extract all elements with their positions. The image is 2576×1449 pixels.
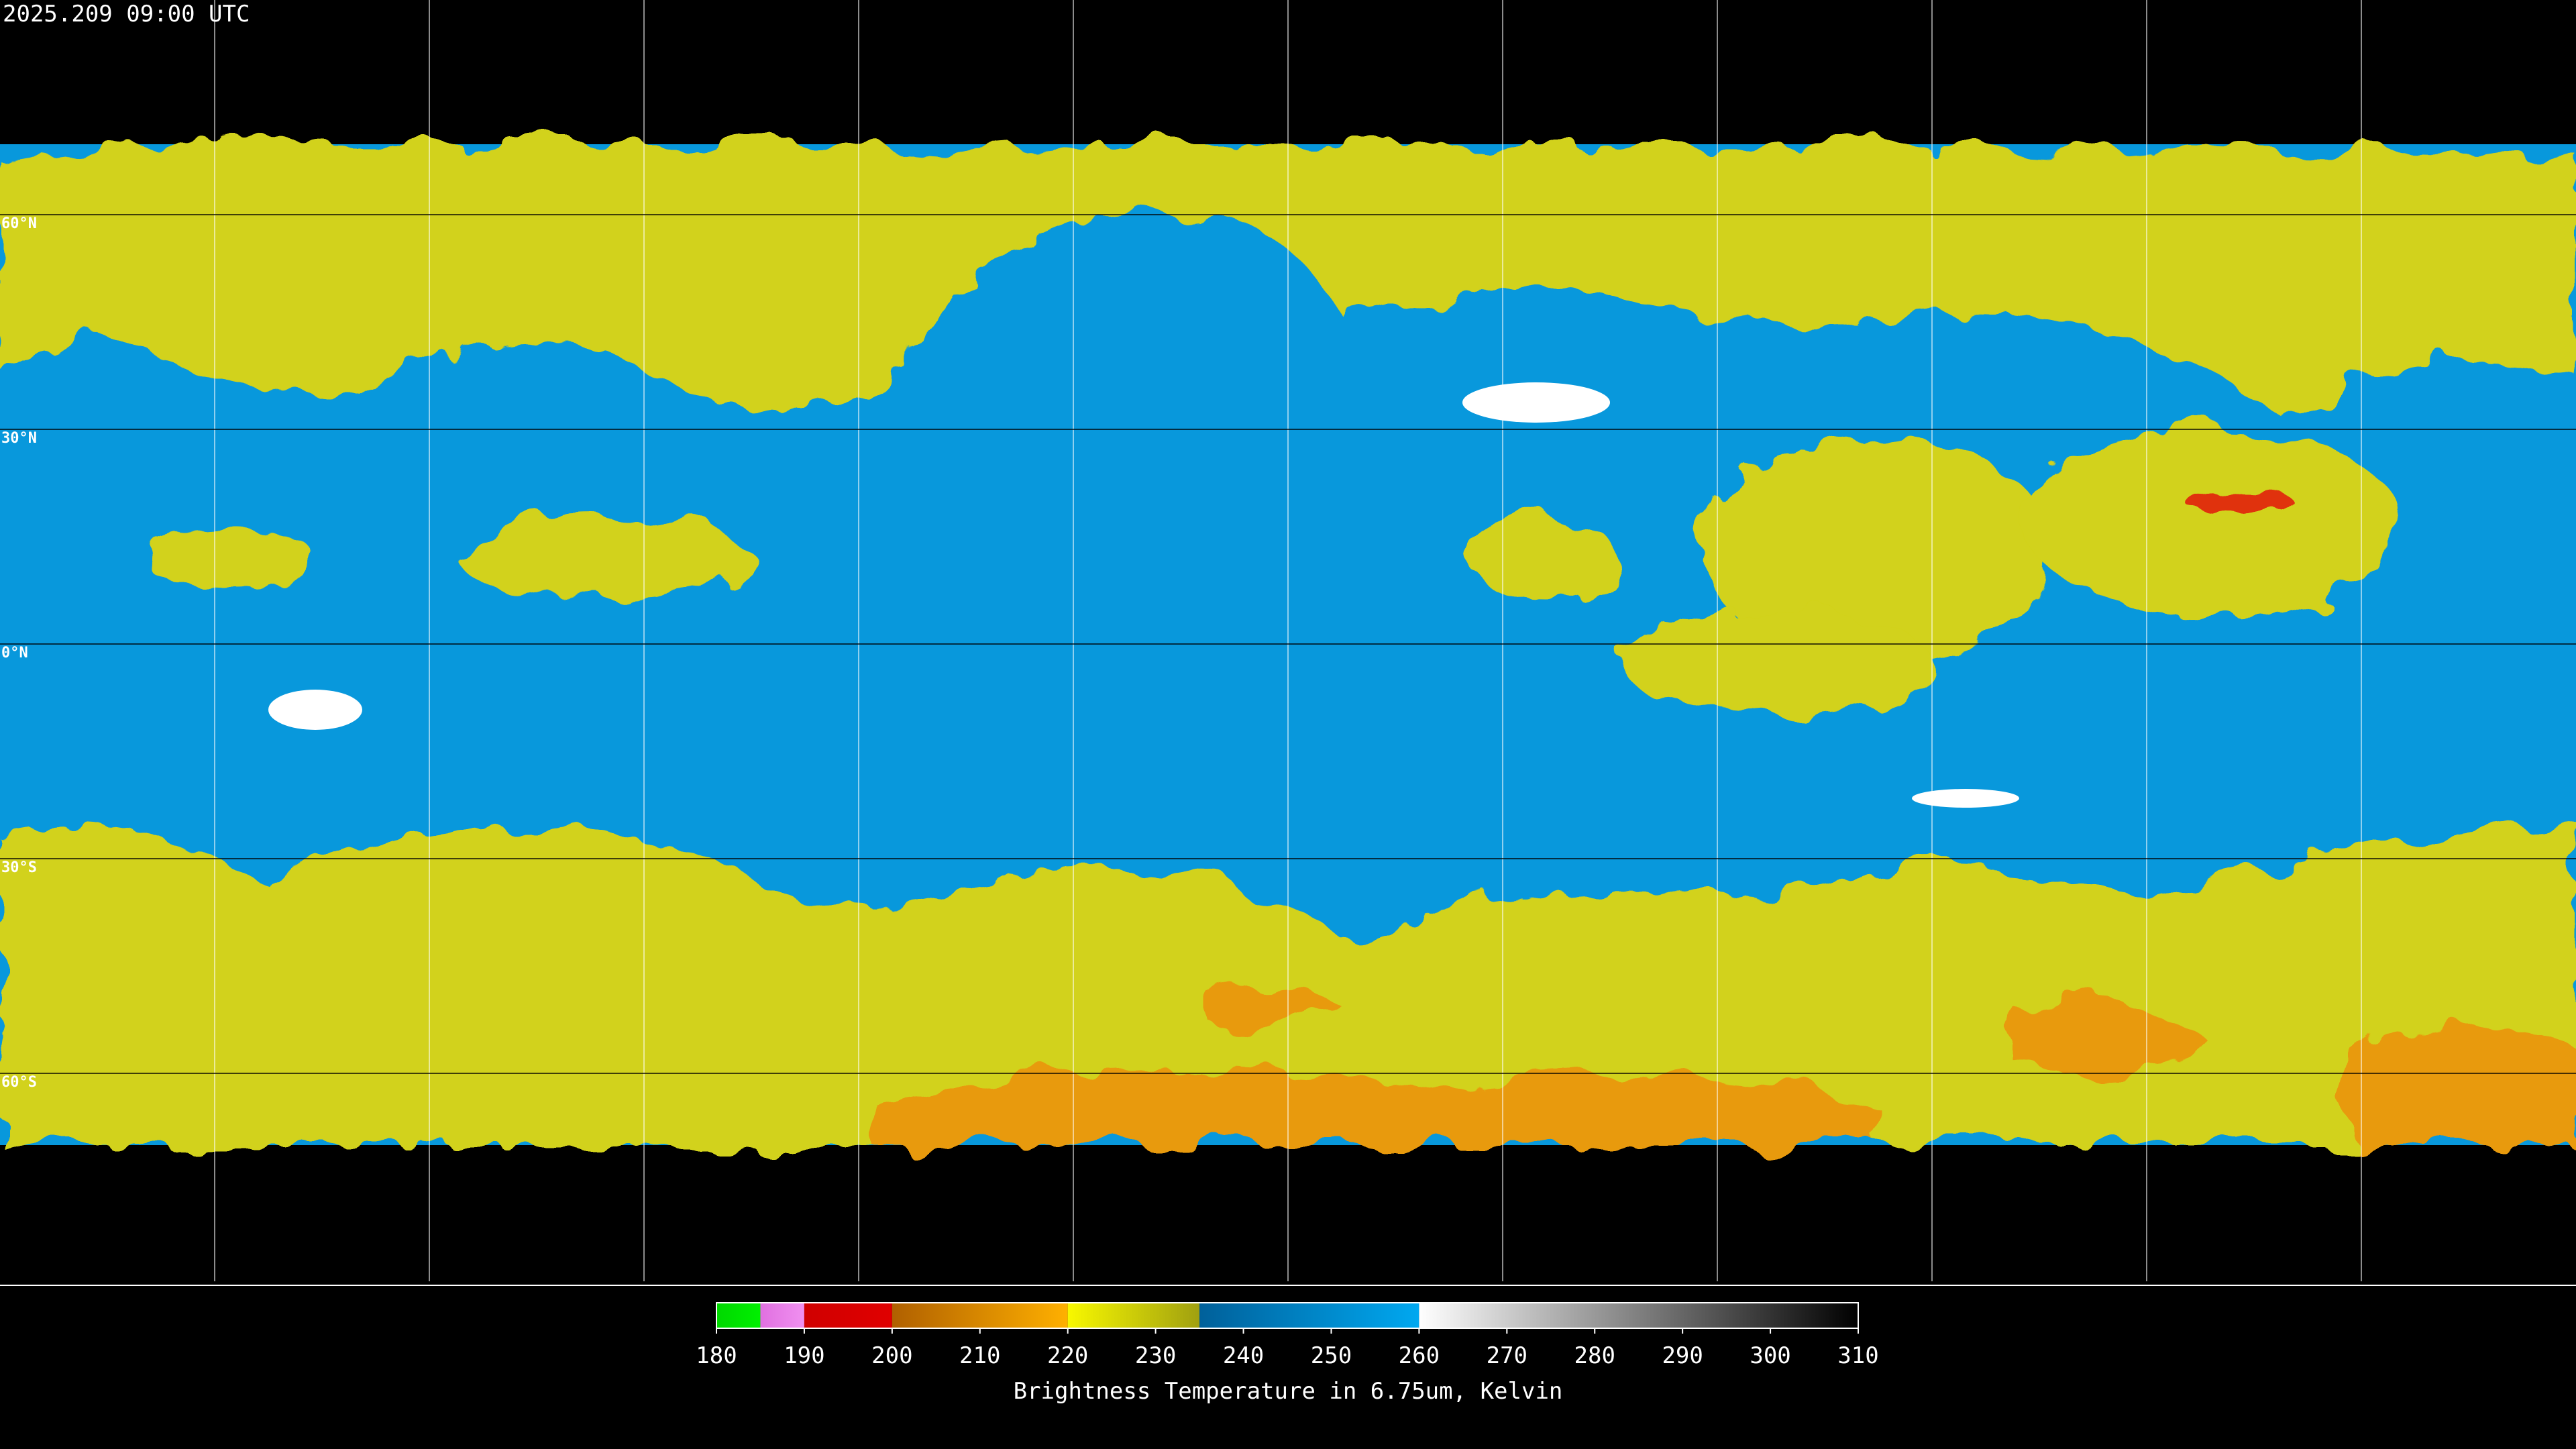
colorbar-tick-label: 260 [1399,1342,1440,1369]
lat-label: 0°N [1,645,28,661]
central-america-clouds [456,517,751,597]
dry-region [268,690,362,730]
cold-cloud-tops [872,982,2576,1145]
colorbar-label: Brightness Temperature in 6.75um, Kelvin [1014,1378,1563,1405]
colorbar-tick-label: 180 [696,1342,737,1369]
graticule [214,0,2362,1281]
colorbar-tick-label: 190 [784,1342,824,1369]
indian-ocean-clouds [1623,610,1932,718]
timestamp: 2025.209 09:00 UTC [3,1,250,28]
dry-region [1462,382,1610,423]
colorbar: 180 190 200 210 220 230 240 250 260 270 280 290 300 3… [696,1302,1879,1369]
typhoon-core [2187,488,2294,518]
colorbar-segment [760,1303,804,1328]
lat-label: 60°S [1,1074,37,1091]
colorbar-segment [892,1303,1068,1328]
colorbar-segment [1419,1303,1858,1328]
colorbar-tick-label: 240 [1223,1342,1264,1369]
lat-label: 30°N [1,430,37,447]
colorbar-segment [716,1303,761,1328]
africa-clouds [1469,517,1617,597]
colorbar-tick-label: 250 [1311,1342,1352,1369]
map: 60°N 30°N 0°N 30°S 60°S [0,0,2576,1286]
colorbar-segment [1199,1303,1419,1328]
colorbar-tick-label: 230 [1135,1342,1176,1369]
colorbar-tick-label: 220 [1047,1342,1088,1369]
colorbar-tick-label: 300 [1750,1342,1790,1369]
pacific-convection [2026,429,2402,617]
colorbar-tick-label: 270 [1487,1342,1527,1369]
dry-region [1912,789,2019,808]
colorbar-frame [716,1302,1859,1329]
colorbar-tick-label: 290 [1662,1342,1703,1369]
latitude-lines [0,214,2576,1074]
east-pacific-clouds [148,537,322,590]
lat-label: 60°N [1,215,37,232]
lat-label: 30°S [1,859,37,876]
colorbar-tick-label: 280 [1574,1342,1615,1369]
colorbar-tick-label: 310 [1837,1342,1878,1369]
colorbar-tick-label: 200 [871,1342,912,1369]
colorbar-tick-label: 210 [959,1342,1000,1369]
colorbar-segment [1067,1303,1200,1328]
asia-convection [1704,436,2053,664]
colorbar-segment [804,1303,892,1328]
